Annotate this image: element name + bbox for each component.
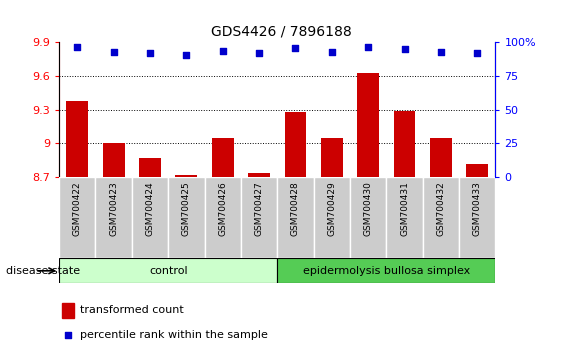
Bar xyxy=(139,158,161,177)
Text: GSM700423: GSM700423 xyxy=(109,181,118,236)
Point xyxy=(254,50,263,56)
Point xyxy=(473,50,482,56)
Bar xyxy=(386,177,423,258)
Bar xyxy=(132,177,168,258)
Point xyxy=(327,49,336,55)
Bar xyxy=(321,138,343,177)
Text: GSM700432: GSM700432 xyxy=(436,181,445,236)
Bar xyxy=(358,73,379,177)
Text: percentile rank within the sample: percentile rank within the sample xyxy=(81,330,269,340)
Text: transformed count: transformed count xyxy=(81,305,184,315)
Text: disease state: disease state xyxy=(6,266,80,276)
Point xyxy=(400,46,409,52)
Bar xyxy=(241,177,277,258)
Point xyxy=(145,50,154,56)
Text: GSM700428: GSM700428 xyxy=(291,181,300,236)
Bar xyxy=(314,177,350,258)
Text: GSM700429: GSM700429 xyxy=(327,181,336,236)
Bar xyxy=(394,111,415,177)
Bar xyxy=(62,303,74,318)
Bar xyxy=(176,175,197,177)
Point xyxy=(436,49,445,55)
Text: GSM700426: GSM700426 xyxy=(218,181,227,236)
Bar xyxy=(96,177,132,258)
Bar xyxy=(466,164,488,177)
Bar xyxy=(350,177,386,258)
Point xyxy=(64,332,73,338)
Bar xyxy=(66,101,88,177)
Bar xyxy=(212,138,234,177)
Point xyxy=(109,49,118,55)
Text: epidermolysis bullosa simplex: epidermolysis bullosa simplex xyxy=(303,266,470,276)
Bar xyxy=(278,177,314,258)
Bar xyxy=(168,177,204,258)
Text: GSM700425: GSM700425 xyxy=(182,181,191,236)
Text: GSM700430: GSM700430 xyxy=(364,181,373,236)
Point xyxy=(291,45,300,51)
Text: GSM700424: GSM700424 xyxy=(145,181,154,236)
Bar xyxy=(430,138,452,177)
Bar xyxy=(59,258,277,283)
Bar xyxy=(423,177,459,258)
Bar xyxy=(248,172,270,177)
Text: GDS4426 / 7896188: GDS4426 / 7896188 xyxy=(211,25,352,39)
Text: GSM700433: GSM700433 xyxy=(473,181,482,236)
Bar xyxy=(278,258,495,283)
Text: GSM700422: GSM700422 xyxy=(73,181,82,236)
Text: GSM700431: GSM700431 xyxy=(400,181,409,236)
Point xyxy=(73,44,82,49)
Bar xyxy=(284,112,306,177)
Bar xyxy=(204,177,241,258)
Bar xyxy=(103,143,124,177)
Text: GSM700427: GSM700427 xyxy=(254,181,263,236)
Bar xyxy=(459,177,495,258)
Bar xyxy=(59,177,96,258)
Text: control: control xyxy=(149,266,187,276)
Point xyxy=(364,44,373,49)
Point xyxy=(182,52,191,57)
Point xyxy=(218,48,227,53)
